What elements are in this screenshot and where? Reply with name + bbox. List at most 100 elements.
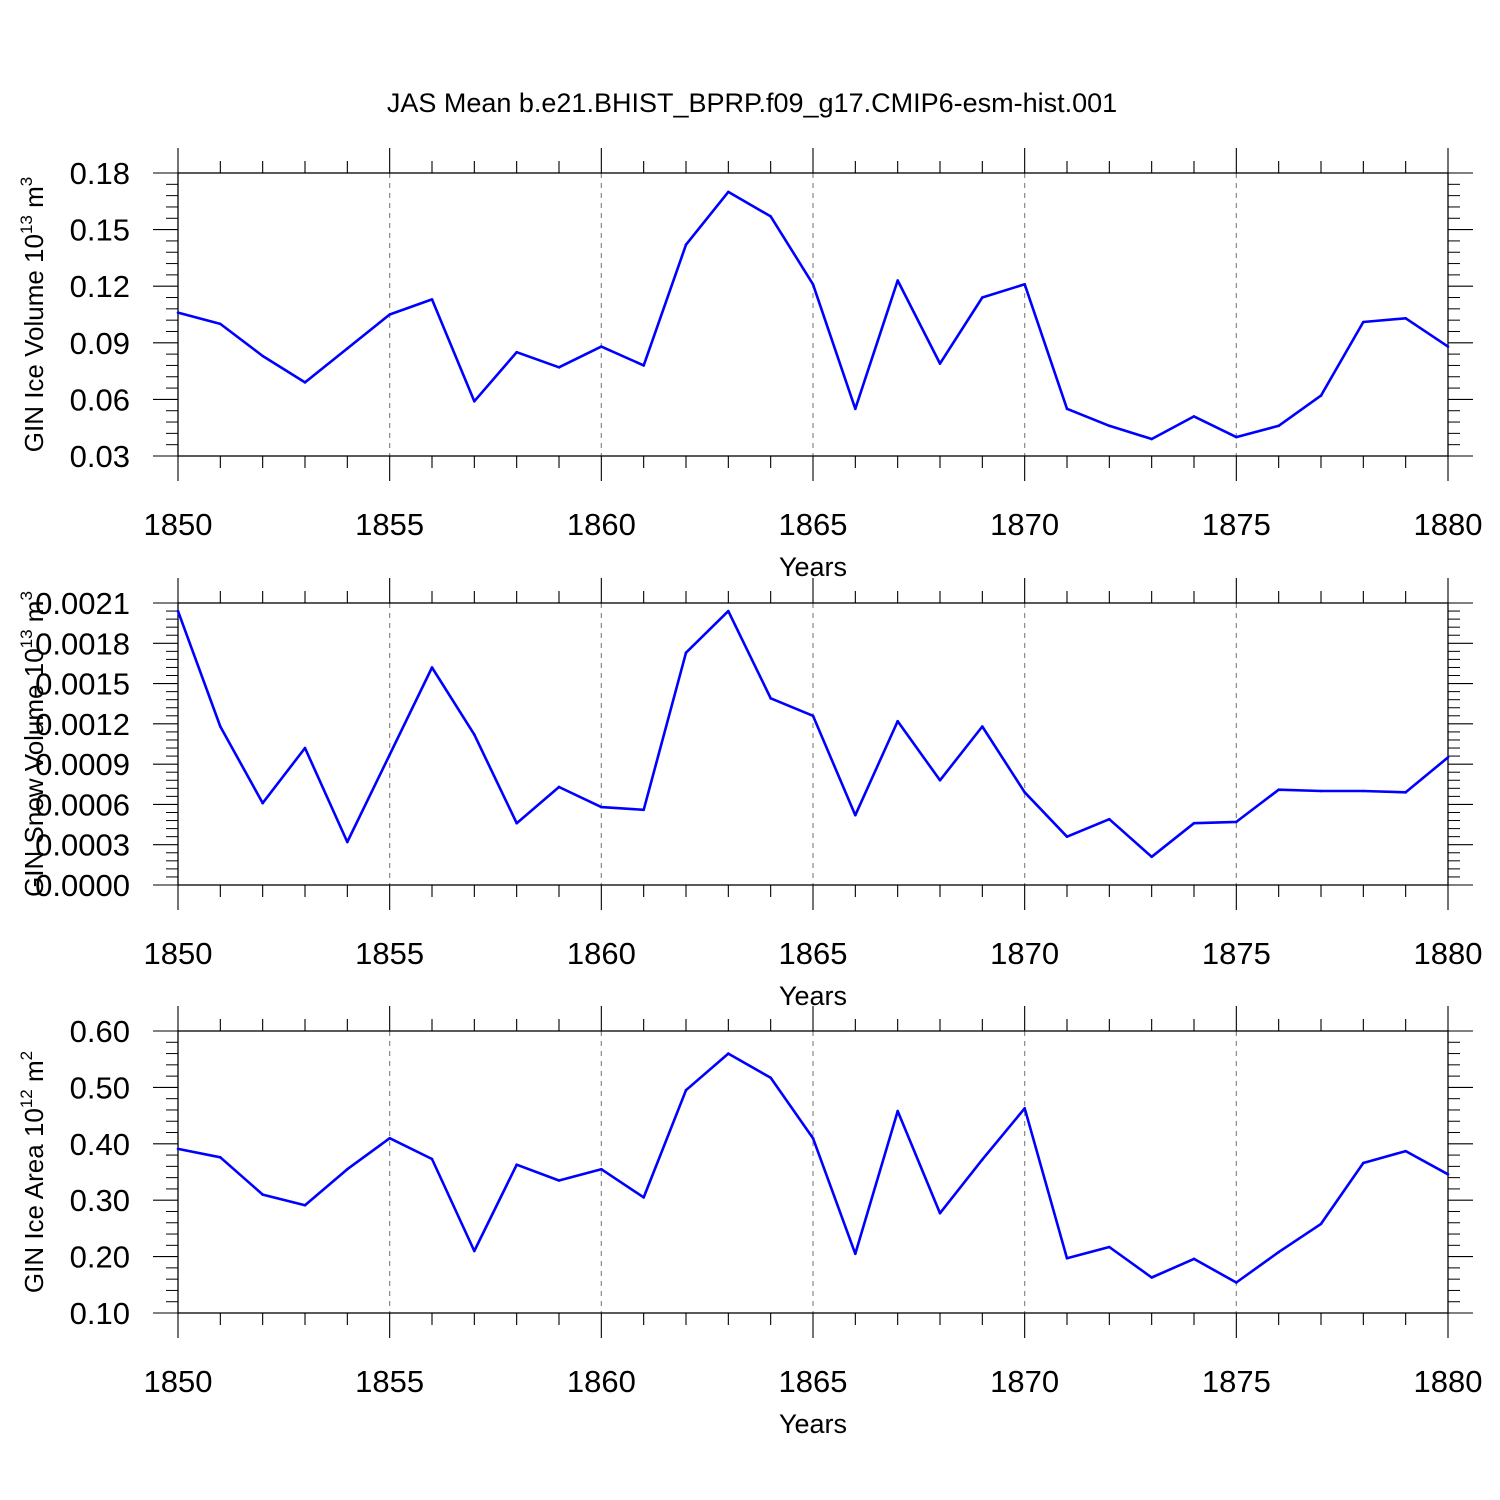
data-point — [811, 714, 815, 718]
data-point — [1065, 1256, 1069, 1260]
x-tick-label: 1870 — [990, 1364, 1059, 1399]
y-axis-label-unit-exp: 3 — [17, 591, 36, 600]
x-tick-label: 1875 — [1202, 936, 1271, 971]
series-line — [177, 1052, 1449, 1284]
x-tick-label: 1850 — [144, 1364, 213, 1399]
y-axis-label-unit: m — [19, 1060, 49, 1089]
y-tick-label: 0.0015 — [35, 667, 130, 702]
data-point — [303, 1203, 307, 1207]
data-point — [1277, 1250, 1280, 1254]
y-axis-label: GIN Ice Volume 1013 m3 — [17, 177, 49, 453]
data-point — [388, 1136, 391, 1140]
data-point — [854, 407, 857, 411]
data-point — [1065, 835, 1069, 838]
y-tick-label: 0.20 — [70, 1240, 130, 1275]
data-point — [1108, 817, 1111, 821]
data-point — [1319, 789, 1323, 793]
data-point — [1023, 283, 1026, 286]
data-point — [1150, 855, 1153, 859]
data-point — [896, 279, 899, 282]
data-point — [896, 719, 899, 723]
x-axis-label: Years — [779, 1409, 847, 1439]
data-point — [261, 354, 264, 358]
data-point — [1235, 1281, 1238, 1284]
data-point — [557, 366, 561, 369]
y-axis-label: GIN Snow Volume 1013 m3 — [17, 591, 49, 897]
data-point — [473, 1249, 476, 1253]
y-axis-label-main: GIN Snow Volume 10 — [19, 648, 49, 897]
x-tick-label: 1855 — [355, 1364, 424, 1399]
data-point — [642, 1196, 645, 1199]
y-tick-label: 0.0003 — [35, 828, 130, 863]
data-point — [557, 1179, 561, 1182]
data-point — [642, 364, 645, 367]
data-point — [219, 725, 222, 728]
data-point — [938, 1211, 942, 1215]
data-point — [388, 313, 391, 316]
data-point — [600, 345, 603, 348]
y-tick-label: 0.10 — [70, 1296, 130, 1331]
data-point — [1192, 415, 1196, 418]
x-tick-label: 1855 — [355, 507, 424, 542]
panels: 0.03 0.06 0.09 0.12 0.15 0.18 1850 1855 1860 1865… — [17, 148, 1482, 1439]
x-tick-label: 1860 — [567, 1364, 636, 1399]
data-point — [769, 697, 772, 700]
data-point — [176, 1147, 180, 1151]
chart-panel-1: 0.03 0.06 0.09 0.12 0.15 0.18 1850 1855 1860 1865… — [17, 148, 1482, 582]
x-tick-label: 1850 — [144, 507, 213, 542]
data-point — [557, 785, 561, 789]
y-tick-label: 0.0009 — [35, 747, 130, 782]
y-axis-label-exp: 12 — [17, 1089, 36, 1108]
x-tick-label: 1875 — [1202, 507, 1271, 542]
data-point — [303, 381, 307, 384]
y-axis-label: GIN Ice Area 1012 m2 — [17, 1051, 49, 1293]
data-point — [769, 215, 772, 218]
y-tick-label: 0.30 — [70, 1183, 130, 1218]
data-point — [388, 753, 391, 757]
data-point — [1108, 1245, 1111, 1249]
x-tick-label: 1860 — [567, 936, 636, 971]
x-tick-label: 1860 — [567, 507, 636, 542]
x-axis-label: Years — [779, 552, 847, 582]
data-point — [769, 1076, 772, 1080]
data-point — [727, 609, 730, 613]
y-tick-label: 0.40 — [70, 1127, 130, 1162]
x-tick-label: 1865 — [779, 1364, 848, 1399]
y-tick-label: 0.15 — [70, 213, 130, 248]
x-tick-label: 1870 — [990, 936, 1059, 971]
data-point — [1319, 1222, 1323, 1226]
data-point — [811, 1136, 815, 1140]
data-point — [176, 609, 180, 613]
y-tick-label: 0.50 — [70, 1070, 130, 1105]
data-point — [1404, 791, 1407, 794]
data-point — [1446, 345, 1450, 348]
data-point — [473, 399, 476, 403]
y-tick-label: 0.0000 — [35, 868, 130, 903]
data-point — [430, 298, 434, 301]
y-tick-label: 0.12 — [70, 269, 130, 304]
x-tick-label: 1875 — [1202, 1364, 1271, 1399]
chart-panel-3: 0.10 0.20 0.30 0.40 0.50 0.60 1850 1855 1860 1865… — [17, 1006, 1482, 1439]
y-axis-label-unit-exp: 3 — [17, 177, 36, 186]
data-point — [1277, 788, 1280, 791]
x-tick-label: 1880 — [1414, 1364, 1483, 1399]
y-axis-label-unit: m — [19, 601, 49, 630]
x-tick-label: 1880 — [1414, 507, 1483, 542]
data-point — [727, 190, 730, 194]
data-point — [684, 651, 688, 654]
x-tick-label: 1880 — [1414, 936, 1483, 971]
x-tick-label: 1870 — [990, 507, 1059, 542]
data-point — [981, 296, 984, 299]
y-axis-label-unit-exp: 2 — [17, 1051, 36, 1060]
data-point — [854, 813, 857, 817]
data-point — [1192, 821, 1196, 825]
data-point — [176, 311, 180, 314]
data-point — [1150, 1276, 1153, 1279]
data-point — [1277, 424, 1280, 428]
x-tick-label: 1850 — [144, 936, 213, 971]
data-point — [346, 1167, 349, 1171]
y-tick-label: 0.09 — [70, 326, 130, 361]
data-point — [515, 1163, 518, 1166]
y-tick-label: 0.0012 — [35, 707, 130, 742]
